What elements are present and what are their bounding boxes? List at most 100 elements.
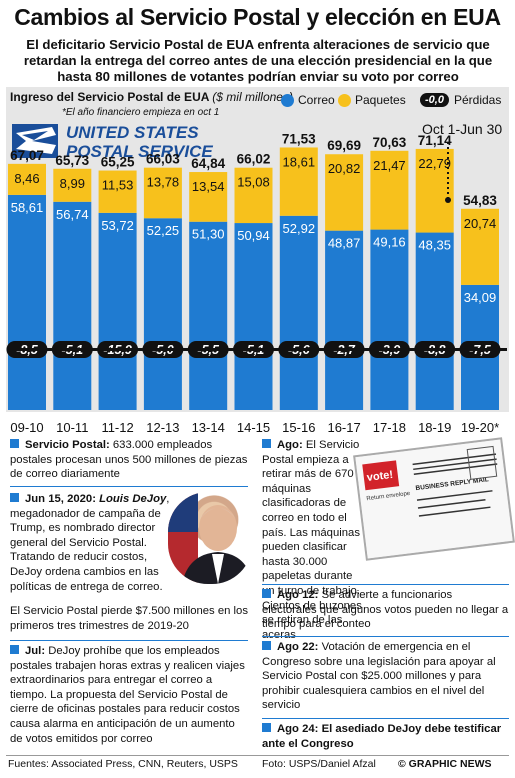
legend-paquetes: Paquetes [338,93,406,107]
bar-correo [143,218,182,410]
divider [10,640,248,641]
legend-swatch-paquetes [338,93,351,107]
data-label-correo: 34,09 [464,290,497,305]
bar-paquetes [8,163,46,195]
ballot-subtext: Return envelope [366,491,411,502]
bar-correo [279,215,318,410]
page-subtitle: El deficitario Servicio Postal de EUA en… [23,37,493,84]
data-label-total: 65,73 [55,153,89,168]
data-label-total: 70,63 [373,135,407,150]
usps-logo: UNITED STATES POSTAL SERVICE [12,121,227,166]
bar-paquetes [461,208,499,285]
logo-line2: POSTAL SERVICE [66,142,213,161]
x-tick-label: 12-13 [146,420,179,435]
data-label-correo: 53,72 [101,218,134,233]
data-label-total: 66,02 [237,152,271,167]
footer-photo-credit: Foto: USPS/Daniel Afzal [262,758,376,770]
data-label-paquetes: 13,78 [147,175,180,190]
item-jun15-cont: El Servicio Postal pierde $7.500 millone… [10,605,248,632]
item-ago22: Ago 22: Votación de emergencia en el Con… [262,641,496,712]
legend-label-paquetes: Paquetes [355,93,406,107]
data-label-total: 54,83 [463,193,497,208]
data-label-paquetes: 8,99 [60,176,85,191]
x-tick-label: 18-19 [418,420,451,435]
legend-label-correo: Correo [298,93,335,107]
bar-correo [53,201,92,410]
footer-sources: Fuentes: Associated Press, CNN, Reuters,… [8,758,238,770]
mail-ballot-image: vote! Return envelope BUSINESS REPLY MAI… [353,437,515,561]
bar-correo [189,221,228,410]
bar-paquetes [370,150,409,230]
footer-graphic-news: © GRAPHIC NEWS [398,758,492,770]
data-label-paquetes: 20,74 [464,216,497,231]
x-tick-label: 19-20* [461,420,499,435]
data-label-correo: 52,92 [283,221,316,236]
data-label-paquetes: 8,46 [14,171,39,186]
legend-swatch-perdidas: -0,0 [420,93,449,107]
data-label-correo: 49,16 [373,235,406,250]
partial-period-label: Oct 1-Jun 30 [422,121,503,137]
data-label-total: 65,25 [101,155,135,170]
bullet-icon [10,493,19,502]
data-label-total: 71,53 [282,131,316,146]
bullet-icon [10,645,19,654]
bullet-icon [10,439,19,448]
bar-paquetes [189,172,228,222]
item-jul: Jul: DeJoy prohíbe que los empleados pos… [10,645,245,745]
left-column: Servicio Postal: 633.000 empleados posta… [10,438,248,482]
period-marker-dot [445,197,451,203]
data-label-correo: 48,87 [328,236,361,251]
data-label-correo: 50,94 [237,228,270,243]
ballot-vote-text: vote! [366,469,394,484]
data-label-correo: 51,30 [192,227,225,242]
bar-correo [370,229,409,410]
data-label-total: 71,14 [418,133,452,148]
bar-paquetes [143,167,182,219]
bar-paquetes [98,170,137,213]
chart-footnote: *El año financiero empieza en oct 1 [62,107,220,118]
item-ago: Ago: El Servicio Postal empieza a retira… [262,439,362,641]
data-label-total: 66,03 [146,152,180,167]
bullet-icon [262,723,271,732]
x-tick-label: 17-18 [373,420,406,435]
legend-correo: Correo [281,93,335,107]
item-ago24: Ago 24: El asediado DeJoy debe testifica… [262,723,502,750]
legend-label-perdidas: Pérdidas [453,93,502,107]
data-label-paquetes: 21,47 [373,158,406,173]
chart-title: Ingreso del Servicio Postal de EUA ($ mi… [10,90,293,104]
legend-swatch-correo [281,93,294,107]
footer-divider [6,755,509,756]
chart-unit: ($ mil millones) [212,90,293,104]
bar-correo [325,230,364,410]
data-label-correo: 56,74 [56,207,89,222]
bar-correo [98,212,137,410]
bar-paquetes [53,168,92,202]
usps-eagle-icon [12,124,58,158]
divider [262,718,509,719]
chart-svg: 8,4658,6167,07-8,509-108,9956,7465,73-5,… [6,131,507,435]
x-tick-label: 10-11 [56,420,88,435]
bullet-icon [262,439,271,448]
bar-paquetes [279,147,318,216]
x-tick-label: 11-12 [101,420,133,435]
data-label-total: 67,07 [10,148,44,163]
data-label-paquetes: 18,61 [283,154,316,169]
data-label-correo: 58,61 [11,200,44,215]
logo-line1: UNITED STATES [66,123,199,142]
legend-perdidas: -0,0 Pérdidas [420,93,501,107]
bar-correo [8,194,46,410]
data-label-paquetes: 15,08 [237,175,270,190]
bullet-icon [262,589,271,598]
item-jun15: Jun 15, 2020: Louis DeJoy, megadonador d… [10,493,170,593]
item-ago12: Ago 12: Se advierte a funcionarios elect… [262,589,509,631]
data-label-correo: 48,35 [418,238,451,253]
item-servicio-postal: Servicio Postal: 633.000 empleados posta… [10,439,248,481]
data-label-paquetes: 22,79 [418,156,451,171]
data-label-paquetes: 13,54 [192,179,225,194]
data-label-paquetes: 20,82 [328,161,361,176]
divider [10,486,248,487]
divider [262,636,509,637]
page-title: Cambios al Servicio Postal y elección en… [14,4,501,30]
bar-correo [234,223,273,410]
data-label-total: 69,69 [327,138,361,153]
